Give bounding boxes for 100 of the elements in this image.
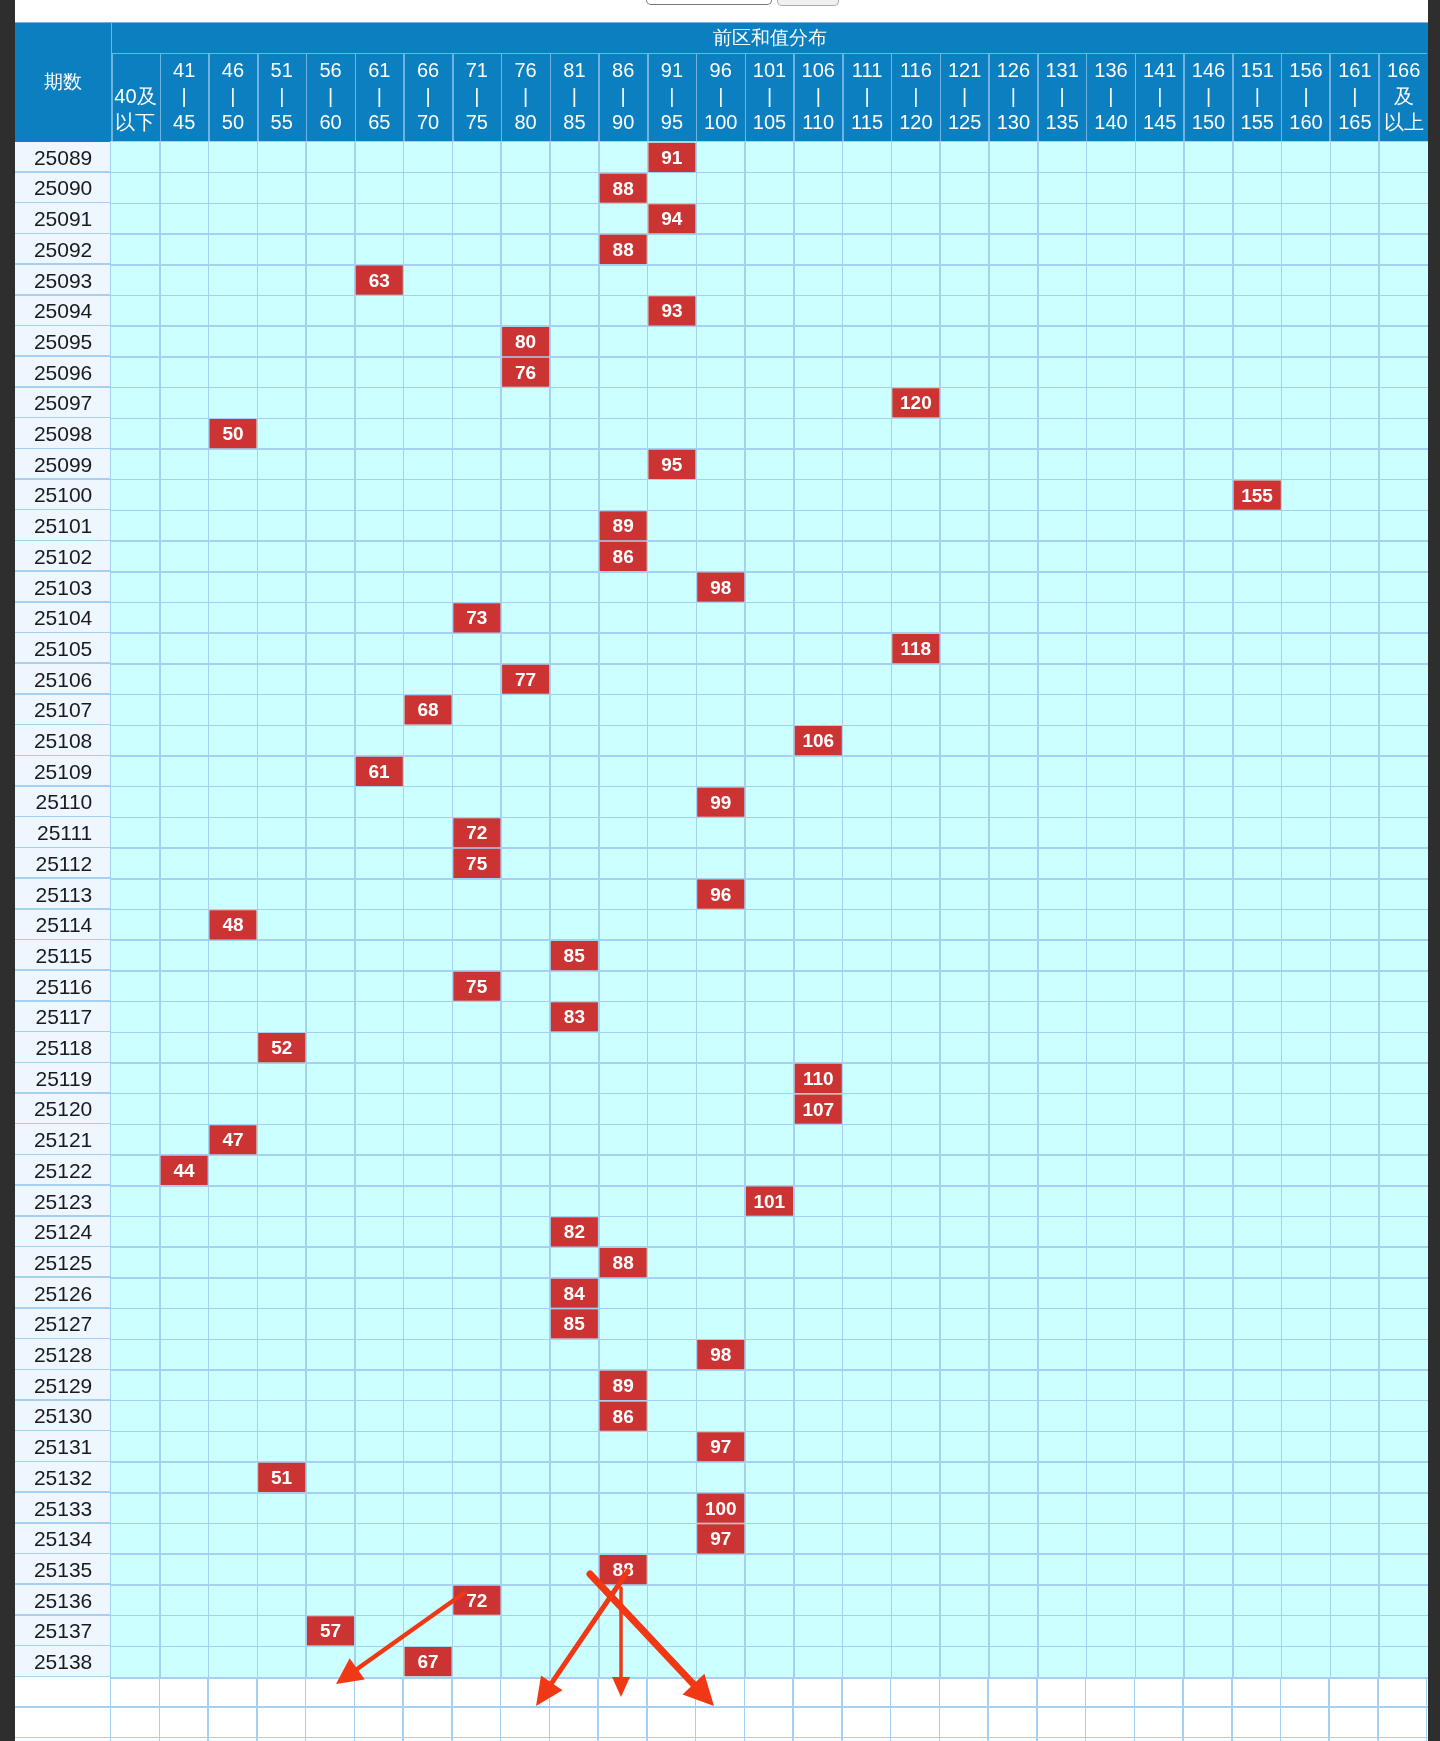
x-tick-label: 91 | 95 (660, 58, 684, 133)
y-tick-label: 25104 (33, 606, 93, 630)
x-tick-label: 41 | 45 (173, 58, 196, 133)
y-tick-label: 25089 (33, 145, 93, 169)
data-label: 85 (563, 945, 586, 967)
y-tick-label: 25129 (33, 1373, 93, 1397)
data-label: 76 (515, 361, 537, 383)
x-tick-label: 86 | 90 (612, 58, 635, 133)
x-tick-label: 81 | 85 (563, 58, 586, 133)
data-label: 93 (661, 300, 683, 322)
y-tick-label: 25119 (35, 1066, 93, 1090)
y-tick-label: 25096 (33, 360, 93, 384)
x-tick-label: 111 | 115 (851, 58, 884, 133)
y-tick-label: 25116 (35, 974, 93, 998)
x-tick-label: 96 | 100 (704, 58, 738, 133)
y-tick-label: 25100 (33, 483, 93, 507)
data-label: 57 (319, 1620, 342, 1642)
x-tick-label: 136 | 140 (1094, 58, 1128, 133)
data-label: 88 (612, 177, 634, 199)
y-tick-label: 25131 (33, 1435, 93, 1459)
x-tick-label: 116 | 120 (899, 58, 933, 133)
y-tick-label: 25136 (33, 1588, 93, 1612)
y-tick-label: 25111 (37, 821, 93, 845)
y-tick-label: 25124 (33, 1220, 93, 1244)
y-tick-label: 25094 (33, 299, 93, 323)
data-label: 89 (612, 1374, 634, 1396)
data-label: 50 (222, 423, 244, 445)
y-tick-label: 25132 (33, 1465, 93, 1489)
y-tick-label: 25123 (33, 1189, 93, 1213)
data-label: 44 (173, 1159, 195, 1181)
data-label: 84 (563, 1282, 586, 1304)
data-label: 98 (710, 1344, 732, 1366)
data-label: 88 (612, 1252, 634, 1274)
data-label: 85 (563, 1313, 586, 1335)
data-label: 75 (466, 852, 488, 874)
y-tick-label: 25133 (33, 1496, 93, 1520)
x-tick-label: 151 | 155 (1240, 58, 1274, 133)
y-tick-label: 25114 (35, 913, 93, 937)
y-tick-label: 25125 (33, 1250, 93, 1274)
x-tick-label: 51 | 55 (270, 58, 293, 133)
y-tick-label: 25099 (33, 452, 93, 476)
x-tick-label: 66 | 70 (416, 58, 440, 133)
y-tick-label: 25091 (33, 207, 93, 231)
data-label: 48 (222, 914, 244, 936)
y-axis-title: 期数 (44, 71, 82, 92)
x-tick-label: 121 | 125 (947, 58, 982, 133)
data-label: 86 (612, 545, 634, 567)
data-label: 86 (612, 1405, 634, 1427)
data-label: 83 (563, 1006, 585, 1028)
data-label: 77 (515, 668, 537, 690)
y-tick-label: 25106 (33, 667, 93, 691)
y-tick-label: 25102 (33, 544, 93, 568)
data-label: 88 (612, 238, 634, 260)
y-tick-label: 25105 (33, 636, 93, 660)
data-label: 91 (661, 146, 683, 168)
x-tick-label: 61 | 65 (368, 58, 391, 133)
y-tick-label: 25108 (33, 729, 93, 752)
y-tick-label: 25092 (33, 237, 93, 261)
data-label: 120 (899, 392, 932, 414)
y-tick-label: 25097 (33, 391, 93, 415)
data-label: 99 (710, 791, 732, 813)
x-tick-label: 56 | 60 (319, 58, 342, 133)
y-tick-label: 25122 (33, 1158, 93, 1182)
y-tick-label: 25115 (35, 943, 93, 967)
y-tick-label: 25137 (33, 1619, 93, 1643)
x-tick-label: 166及以上 (1383, 58, 1424, 133)
data-label: 106 (802, 730, 835, 752)
data-label: 73 (466, 607, 488, 629)
y-tick-label: 25110 (35, 790, 93, 814)
data-label: 97 (710, 1436, 732, 1458)
data-label: 89 (612, 515, 634, 537)
y-tick-label: 25098 (33, 422, 93, 445)
y-tick-label: 25103 (33, 575, 93, 599)
y-tick-label: 25095 (33, 329, 93, 353)
y-tick-label: 25128 (33, 1343, 93, 1366)
y-tick-label: 25113 (35, 882, 93, 906)
data-label: 155 (1241, 484, 1274, 506)
data-label: 101 (753, 1190, 786, 1212)
y-tick-label: 25127 (33, 1312, 93, 1336)
y-tick-label: 25121 (33, 1128, 93, 1152)
x-tick-label: 71 | 75 (465, 58, 488, 133)
y-tick-label: 25093 (33, 268, 93, 292)
data-label: 107 (802, 1098, 835, 1120)
data-label: 63 (368, 269, 390, 291)
x-tick-label: 40及以下 (114, 84, 157, 133)
data-label: 82 (563, 1221, 585, 1243)
x-tick-label: 146 | 150 (1191, 58, 1226, 133)
data-label: 75 (466, 975, 488, 997)
y-tick-label: 25109 (33, 759, 93, 783)
y-tick-label: 25126 (33, 1281, 93, 1305)
x-tick-label: 46 | 50 (221, 58, 245, 133)
y-tick-label: 25118 (35, 1036, 93, 1059)
x-tick-label: 131 | 135 (1045, 58, 1079, 133)
x-tick-label: 126 | 130 (996, 58, 1031, 133)
x-tick-label: 141 | 145 (1143, 58, 1177, 133)
data-label: 67 (417, 1651, 439, 1673)
data-label: 98 (710, 576, 732, 598)
y-tick-label: 25112 (35, 851, 93, 875)
x-tick-label: 101 | 105 (752, 58, 787, 133)
y-tick-label: 25090 (33, 176, 93, 200)
